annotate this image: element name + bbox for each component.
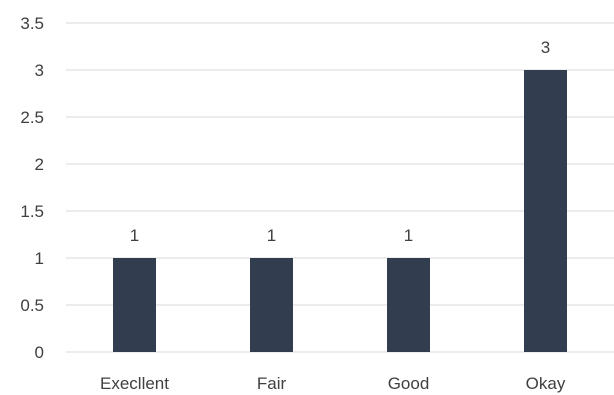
data-labels: 1 1 1 3 — [130, 38, 550, 245]
y-tick-label: 2 — [35, 155, 44, 174]
data-label: 1 — [267, 226, 276, 245]
y-tick-label: 1 — [35, 249, 44, 268]
gridlines — [66, 22, 614, 353]
y-tick-label: 0 — [35, 343, 44, 362]
data-label: 1 — [130, 226, 139, 245]
x-category-label: Fair — [257, 374, 287, 393]
bar — [387, 258, 430, 352]
y-tick-label: 1.5 — [20, 202, 44, 221]
x-category-label: Execllent — [100, 374, 169, 393]
y-axis-ticks: 0 0.5 1 1.5 2 2.5 3 3.5 — [20, 14, 44, 362]
data-label: 1 — [404, 226, 413, 245]
x-category-label: Okay — [526, 374, 566, 393]
bar — [113, 258, 156, 352]
bar — [250, 258, 293, 352]
y-tick-label: 0.5 — [20, 296, 44, 315]
y-tick-label: 2.5 — [20, 108, 44, 127]
x-axis-labels: Execllent Fair Good Okay — [100, 374, 566, 393]
bars — [113, 70, 567, 352]
y-tick-label: 3 — [35, 61, 44, 80]
y-tick-label: 3.5 — [20, 14, 44, 33]
bar — [524, 70, 567, 352]
x-category-label: Good — [388, 374, 430, 393]
data-label: 3 — [541, 38, 550, 57]
